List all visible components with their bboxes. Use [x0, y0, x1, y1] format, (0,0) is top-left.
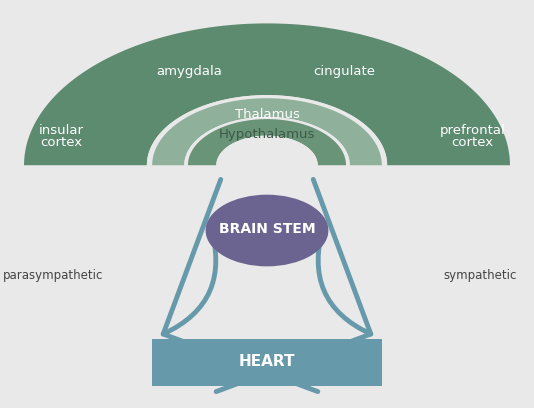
- Text: amygdala: amygdala: [156, 65, 223, 78]
- Polygon shape: [24, 23, 510, 165]
- Text: parasympathetic: parasympathetic: [3, 269, 104, 282]
- Polygon shape: [216, 135, 318, 165]
- Bar: [152, 339, 382, 386]
- Text: Hypothalamus: Hypothalamus: [219, 128, 315, 141]
- Text: prefrontal: prefrontal: [439, 124, 506, 137]
- Text: BRAIN STEM: BRAIN STEM: [219, 222, 315, 236]
- Polygon shape: [184, 117, 350, 165]
- FancyArrowPatch shape: [216, 180, 371, 392]
- Polygon shape: [152, 98, 382, 165]
- Text: insular: insular: [39, 124, 84, 137]
- Text: cortex: cortex: [41, 136, 82, 149]
- Text: sympathetic: sympathetic: [444, 269, 517, 282]
- Polygon shape: [147, 95, 387, 165]
- Text: Thalamus: Thalamus: [234, 108, 300, 121]
- Text: cortex: cortex: [452, 136, 493, 149]
- Text: HEART: HEART: [239, 355, 295, 369]
- Text: cingulate: cingulate: [313, 65, 375, 78]
- Ellipse shape: [206, 195, 328, 266]
- Polygon shape: [188, 119, 346, 165]
- FancyArrowPatch shape: [163, 180, 318, 392]
